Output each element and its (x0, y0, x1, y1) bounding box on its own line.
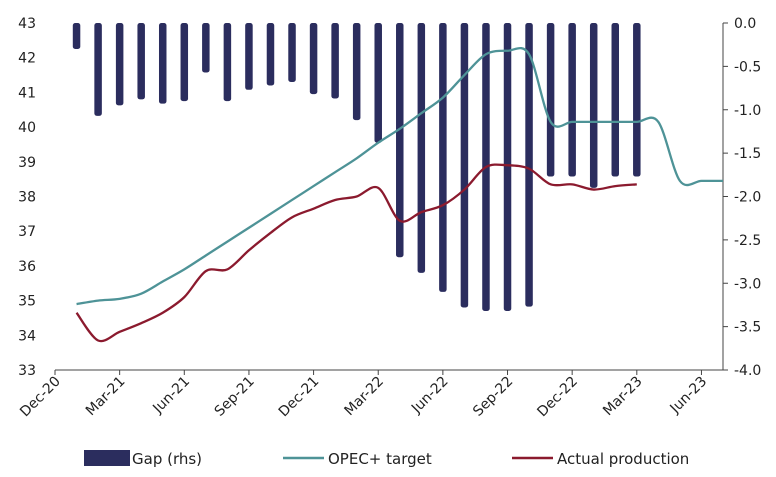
right-tick-label: -3.5 (734, 320, 761, 336)
gap-bar (94, 23, 102, 116)
gap-bar (439, 23, 447, 292)
gap-bar (460, 23, 469, 308)
gap-bar (417, 23, 426, 273)
x-axis-ticks: Dec-20 Mar-21 Jun-21 Sep-21 Dec-21 Mar-22 Jun-… (17, 370, 710, 420)
legend: Gap (rhs) OPEC+ target Actual production (84, 450, 689, 468)
x-tick-label: Mar-22 (342, 374, 388, 420)
legend-label-gap: Gap (rhs) (132, 450, 202, 468)
left-tick-label: 39 (18, 155, 36, 171)
right-tick-label: -4.0 (734, 363, 761, 379)
legend-label-target: OPEC+ target (328, 450, 432, 468)
x-tick-label: Mar-23 (600, 374, 646, 420)
left-tick-label: 42 (18, 51, 36, 67)
right-tick-label: -1.5 (734, 146, 761, 162)
right-axis-ticks: -4.0 -3.5 -3.0 -2.5 -2.0 -1.5 -1.0 -0.5 0.0 (723, 16, 761, 379)
gap-bar (72, 23, 81, 50)
left-tick-label: 37 (18, 224, 36, 240)
gap-bar (158, 23, 167, 104)
gap-bars (72, 23, 641, 312)
gap-bar (633, 23, 641, 177)
x-tick-label: Dec-21 (276, 374, 323, 421)
gap-bar (589, 23, 598, 188)
gap-bar (245, 23, 253, 90)
left-tick-label: 38 (18, 190, 36, 206)
gap-bar (568, 23, 576, 177)
right-tick-label: 0.0 (734, 16, 756, 32)
gap-bar (331, 23, 339, 99)
left-tick-label: 35 (18, 294, 36, 310)
right-tick-label: -2.0 (734, 190, 761, 206)
x-tick-label: Mar-21 (83, 374, 129, 420)
x-tick-label: Sep-22 (470, 374, 516, 420)
x-tick-label: Jun-23 (667, 374, 711, 418)
x-tick-label: Dec-20 (17, 374, 64, 421)
left-tick-label: 36 (18, 259, 36, 275)
left-tick-label: 43 (18, 16, 36, 32)
x-tick-label: Jun-22 (408, 374, 452, 418)
x-tick-label: Dec-22 (534, 374, 581, 421)
legend-swatch-gap (84, 450, 130, 466)
left-tick-label: 34 (18, 328, 36, 344)
gap-bar (202, 23, 210, 73)
gap-bar (525, 23, 533, 307)
x-tick-label: Jun-21 (149, 374, 193, 418)
left-tick-label: 41 (18, 85, 36, 101)
right-tick-label: -0.5 (734, 59, 761, 75)
gap-bar (180, 23, 189, 102)
left-tick-label: 33 (18, 363, 36, 379)
gap-bar (374, 23, 382, 143)
legend-label-actual: Actual production (557, 450, 689, 468)
gap-bar (396, 23, 404, 258)
left-axis-ticks: 33 34 35 36 37 38 39 40 41 42 43 (18, 16, 36, 379)
left-tick-label: 40 (18, 120, 36, 136)
gap-bar (266, 23, 275, 86)
gap-bar (309, 23, 318, 95)
gap-bar (352, 23, 361, 121)
gap-bar (223, 23, 232, 102)
gap-bar (115, 23, 124, 106)
right-tick-label: -1.0 (734, 103, 761, 119)
gap-bar (611, 23, 620, 177)
right-tick-label: -2.5 (734, 233, 761, 249)
gap-bar (503, 23, 512, 312)
gap-bar (288, 23, 296, 82)
series-lines (75, 46, 723, 343)
x-tick-label: Sep-21 (212, 374, 258, 420)
gap-bar (137, 23, 145, 100)
right-tick-label: -3.0 (734, 276, 761, 292)
gap-bar (546, 23, 555, 177)
actual-production-line (75, 163, 637, 343)
opec-target-line (76, 46, 723, 306)
